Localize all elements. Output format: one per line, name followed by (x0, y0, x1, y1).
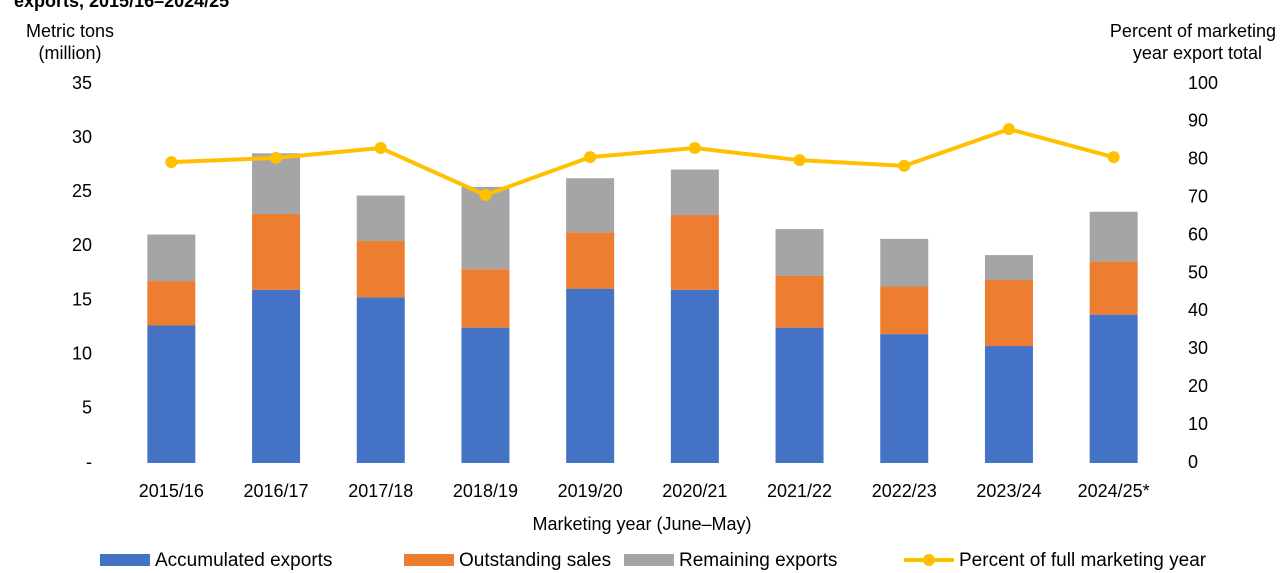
x-tick-label: 2018/19 (453, 481, 518, 501)
y2-axis-title: Percent of marketing (1110, 21, 1276, 41)
line-marker (898, 159, 911, 172)
bar-segment (147, 325, 196, 463)
line-marker (688, 142, 701, 155)
x-tick-label: 2019/20 (558, 481, 623, 501)
bar-segment (566, 178, 615, 233)
bar-segment (775, 229, 824, 276)
x-tick-label: 2016/17 (244, 481, 309, 501)
bar-segment (461, 269, 510, 328)
legend-swatch (404, 554, 454, 566)
bar-segment (670, 215, 719, 290)
x-tick-label: 2015/16 (139, 481, 204, 501)
y2-axis-title: year export total (1133, 43, 1262, 63)
line-marker (793, 154, 806, 167)
bar-segment (984, 279, 1033, 347)
y2-tick-label: 100 (1188, 73, 1218, 93)
x-tick-label: 2023/24 (976, 481, 1041, 501)
x-tick-label: 2020/21 (662, 481, 727, 501)
y-axis-title: (million) (39, 43, 102, 63)
bar-segment (461, 327, 510, 463)
y2-tick-label: 70 (1188, 186, 1208, 206)
y2-tick-label: 10 (1188, 414, 1208, 434)
line-marker (1002, 123, 1015, 136)
legend-swatch (923, 554, 935, 566)
line-marker (165, 156, 178, 169)
y-tick-label: 10 (72, 343, 92, 363)
line (171, 127, 1115, 198)
legend-label: Accumulated exports (155, 550, 332, 571)
y-tick-label: - (86, 452, 92, 472)
bar-segment (1089, 261, 1138, 315)
bar-segment (566, 232, 615, 289)
y2-tick-label: 0 (1188, 452, 1198, 472)
y-tick-label: 25 (72, 181, 92, 201)
y-tick-label: 30 (72, 127, 92, 147)
bar-segment (1089, 211, 1138, 262)
y2-tick-label: 40 (1188, 300, 1208, 320)
bar-segment (880, 334, 929, 463)
line-marker (270, 151, 283, 164)
line-marker (374, 142, 387, 155)
y-tick-label: 5 (82, 398, 92, 418)
line-marker (479, 189, 492, 202)
y2-tick-label: 20 (1188, 376, 1208, 396)
y-tick-label: 15 (72, 289, 92, 309)
x-tick-label: 2017/18 (348, 481, 413, 501)
y-tick-label: 35 (72, 73, 92, 93)
bar-segment (147, 281, 196, 326)
bar-segment (670, 289, 719, 463)
legend-label: Percent of full marketing year (959, 550, 1207, 571)
bar-segment (880, 286, 929, 335)
bar-segment (670, 169, 719, 216)
y-axis-title: Metric tons (26, 21, 114, 41)
bar-segment (356, 297, 405, 463)
chart-title: exports, 2015/16–2024/25 (14, 0, 229, 11)
y2-tick-label: 30 (1188, 338, 1208, 358)
line-marker (1107, 151, 1120, 164)
y-tick-label: 20 (72, 235, 92, 255)
bar-segment (252, 289, 301, 463)
y2-tick-label: 80 (1188, 149, 1208, 169)
bar-segment (147, 234, 196, 282)
y2-tick-label: 50 (1188, 262, 1208, 282)
x-tick-label: 2021/22 (767, 481, 832, 501)
y2-tick-label: 60 (1188, 224, 1208, 244)
bar-segment (775, 327, 824, 463)
legend-swatch (100, 554, 150, 566)
bar-segment (775, 275, 824, 328)
bar-segment (356, 195, 405, 242)
bar-segment (1089, 314, 1138, 463)
x-axis-title: Marketing year (June–May) (532, 514, 751, 534)
bar-segment (880, 238, 929, 287)
bar-segment (984, 255, 1033, 280)
bar-segment (566, 288, 615, 463)
legend-label: Outstanding sales (459, 550, 611, 571)
x-tick-label: 2024/25* (1078, 481, 1150, 501)
bar-segment (984, 346, 1033, 463)
bar-segment (252, 213, 301, 290)
bar-segment (356, 241, 405, 298)
legend-swatch (624, 554, 674, 566)
x-tick-label: 2022/23 (872, 481, 937, 501)
y2-tick-label: 90 (1188, 111, 1208, 131)
legend-label: Remaining exports (679, 550, 837, 571)
line-marker (584, 151, 597, 164)
